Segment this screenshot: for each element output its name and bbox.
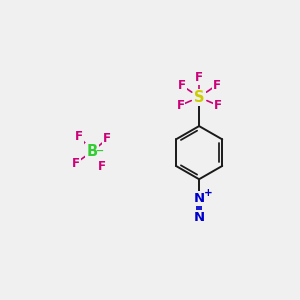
- Text: F: F: [178, 79, 186, 92]
- Text: −: −: [95, 145, 104, 155]
- Text: F: F: [72, 157, 80, 169]
- Text: B: B: [87, 144, 98, 159]
- Text: F: F: [75, 130, 83, 143]
- Text: F: F: [214, 99, 222, 112]
- Text: F: F: [103, 132, 111, 145]
- Text: F: F: [98, 160, 105, 173]
- Text: S: S: [194, 90, 204, 105]
- Text: F: F: [176, 99, 184, 112]
- Text: N: N: [194, 211, 205, 224]
- Text: +: +: [203, 188, 212, 198]
- Text: F: F: [212, 79, 220, 92]
- Text: F: F: [195, 71, 203, 84]
- Text: N: N: [194, 192, 205, 206]
